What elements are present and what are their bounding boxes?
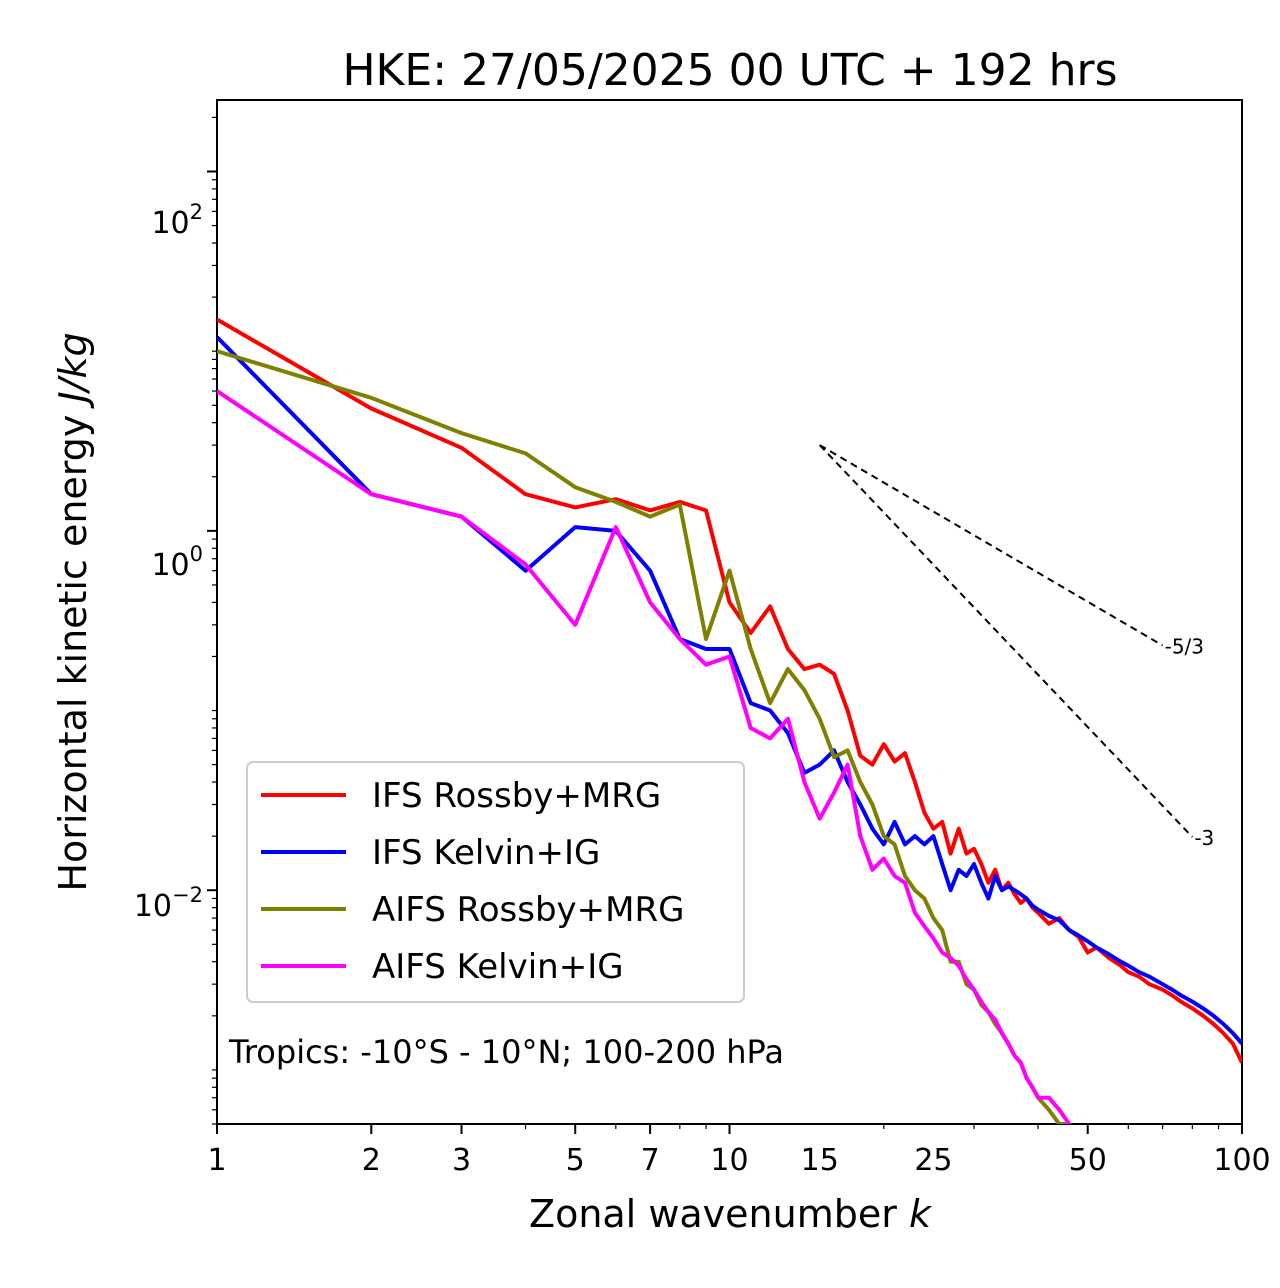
y-axis-ticks [207,116,217,1125]
x-tick-label-10: 10 [710,1143,748,1178]
legend-box [246,761,745,1003]
chart-title: HKE: 27/05/2025 00 UTC + 192 hrs [342,45,1117,96]
x-tick-label-1: 1 [207,1143,226,1178]
x-axis-label: Zonal wavenumber k [529,1192,933,1236]
legend-label-1: IFS Rossby+MRG [372,776,661,816]
slope-label-1: -5/3 [1165,634,1204,658]
x-tick-label-2: 2 [362,1143,381,1178]
x-tick-label-3: 3 [452,1143,471,1178]
legend: IFS Rossby+MRG IFS Kelvin+IG AIFS Rossby+M… [246,761,745,1003]
x-tick-label-25: 25 [914,1143,952,1178]
y-tick-label-1: 100 [151,542,203,583]
x-tick-label-50: 50 [1069,1143,1107,1178]
slope-label-2: -3 [1194,826,1214,850]
series-line-1 [217,317,1242,1064]
x-tick-label-100: 100 [1213,1143,1270,1178]
x-tick-label-5: 5 [566,1143,585,1178]
slope-line-2 [819,444,1194,838]
reference-slopes: -5/3 -3 [819,444,1214,850]
legend-label-2: IFS Kelvin+IG [372,833,600,873]
y-tick-label-0.01: 10−2 [134,883,203,924]
x-tick-label-15: 15 [801,1143,839,1178]
slope-line-1 [819,444,1164,647]
x-tick-label-7: 7 [641,1143,660,1178]
series-layer [217,317,1242,1124]
region-annotation: Tropics: -10°S - 10°N; 100-200 hPa [228,1033,784,1071]
y-axis-label: Horizontal kinetic energy J/kg [51,332,95,891]
y-tick-label-100: 102 [151,200,203,241]
legend-label-3: AIFS Rossby+MRG [372,890,684,930]
series-line-2 [217,335,1242,1046]
series-line-4 [217,389,1072,1124]
x-axis-ticks: 1 2 3 5 7 10 15 25 50 100 [207,1124,1271,1178]
legend-label-4: AIFS Kelvin+IG [372,947,624,987]
